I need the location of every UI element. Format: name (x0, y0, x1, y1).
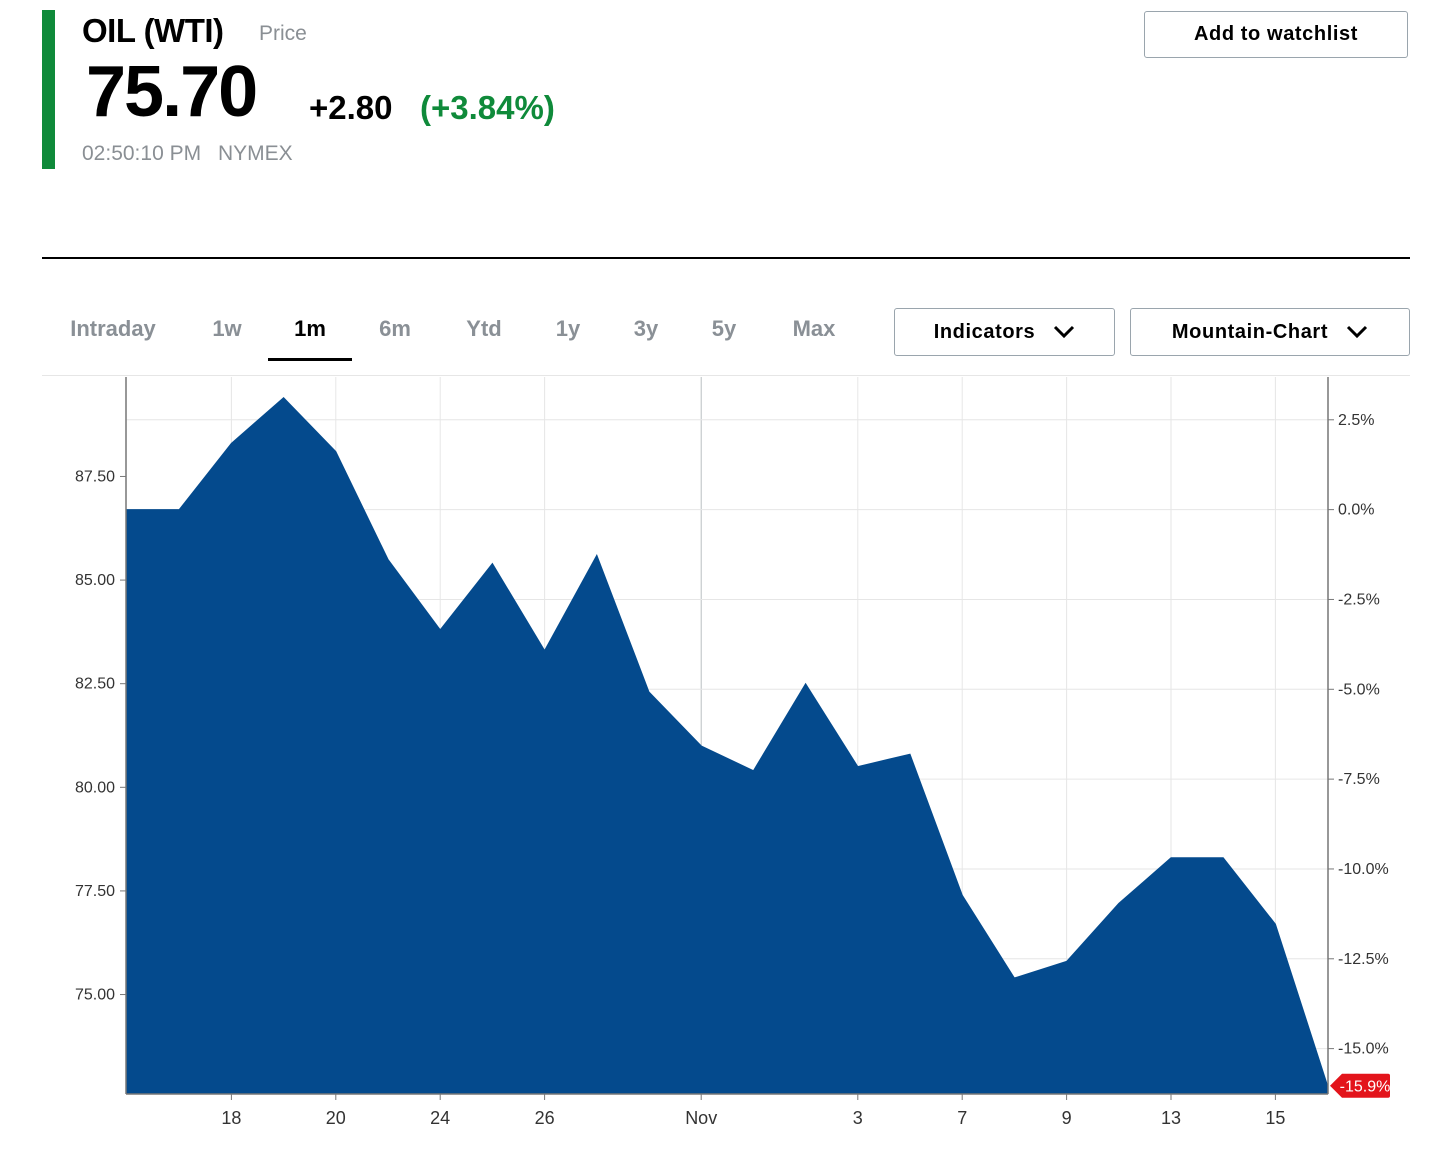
x-tick-label: 7 (957, 1108, 967, 1128)
chevron-down-icon (1347, 325, 1368, 339)
x-tick-label: 15 (1265, 1108, 1285, 1128)
y-right-tick-label: -12.5% (1338, 951, 1389, 968)
y-right-tick-label: -5.0% (1338, 681, 1380, 698)
x-tick-label: 26 (535, 1108, 555, 1128)
x-tick-label: 9 (1062, 1108, 1072, 1128)
quote-time: 02:50:10 PM (82, 142, 202, 165)
x-tick-label: Nov (685, 1108, 717, 1128)
last-price: 75.70 (86, 52, 258, 132)
add-to-watchlist-button[interactable]: Add to watchlist (1144, 11, 1408, 58)
current-change-label: -15.9% (1340, 1079, 1391, 1096)
price-change: +2.80 (309, 89, 393, 126)
current-change-badge (1330, 1073, 1390, 1098)
tab-1w[interactable]: 1w (212, 316, 242, 341)
y-right-tick-label: -2.5% (1338, 591, 1380, 608)
y-left-tick-label: 82.50 (75, 676, 115, 693)
price-label: Price (259, 22, 307, 45)
y-right-tick-label: 0.0% (1338, 502, 1374, 519)
tab-1m[interactable]: 1m (268, 300, 352, 361)
x-tick-label: 3 (853, 1108, 863, 1128)
y-right-tick-label: 2.5% (1338, 412, 1374, 429)
chart-type-dropdown[interactable]: Mountain-Chart (1130, 308, 1410, 356)
tab-ytd[interactable]: Ytd (466, 316, 502, 341)
quote-accent-bar (42, 10, 55, 169)
y-right-tick-label: -7.5% (1338, 771, 1380, 788)
chart-type-label: Mountain-Chart (1171, 320, 1329, 343)
x-tick-label: 24 (430, 1108, 450, 1128)
tab-6m[interactable]: 6m (379, 316, 411, 341)
y-left-tick-label: 75.00 (75, 987, 115, 1004)
y-right-tick-label: -10.0% (1338, 861, 1389, 878)
tab-max[interactable]: Max (792, 316, 836, 341)
y-left-tick-label: 80.00 (75, 779, 115, 796)
tab-5y[interactable]: 5y (711, 316, 737, 341)
chart-top-border (42, 375, 1410, 376)
chevron-down-icon (1054, 325, 1075, 339)
y-left-tick-label: 77.50 (75, 883, 115, 900)
tab-1y[interactable]: 1y (555, 316, 581, 341)
indicators-dropdown[interactable]: Indicators (894, 308, 1115, 356)
price-change-percent: (+3.84%) (420, 89, 555, 126)
y-right-tick-label: -15.0% (1338, 1041, 1389, 1058)
x-tick-label: 20 (326, 1108, 346, 1128)
x-tick-label: 13 (1161, 1108, 1181, 1128)
exchange-name: NYMEX (218, 142, 293, 165)
y-left-tick-label: 85.00 (75, 572, 115, 589)
indicators-label: Indicators (933, 320, 1036, 343)
x-tick-label: 18 (221, 1108, 241, 1128)
instrument-symbol: OIL (WTI) (82, 12, 224, 49)
tab-intraday[interactable]: Intraday (70, 316, 156, 341)
y-left-tick-label: 87.50 (75, 468, 115, 485)
section-divider (42, 257, 1410, 259)
tab-3y[interactable]: 3y (633, 316, 659, 341)
price-area (126, 397, 1329, 1095)
